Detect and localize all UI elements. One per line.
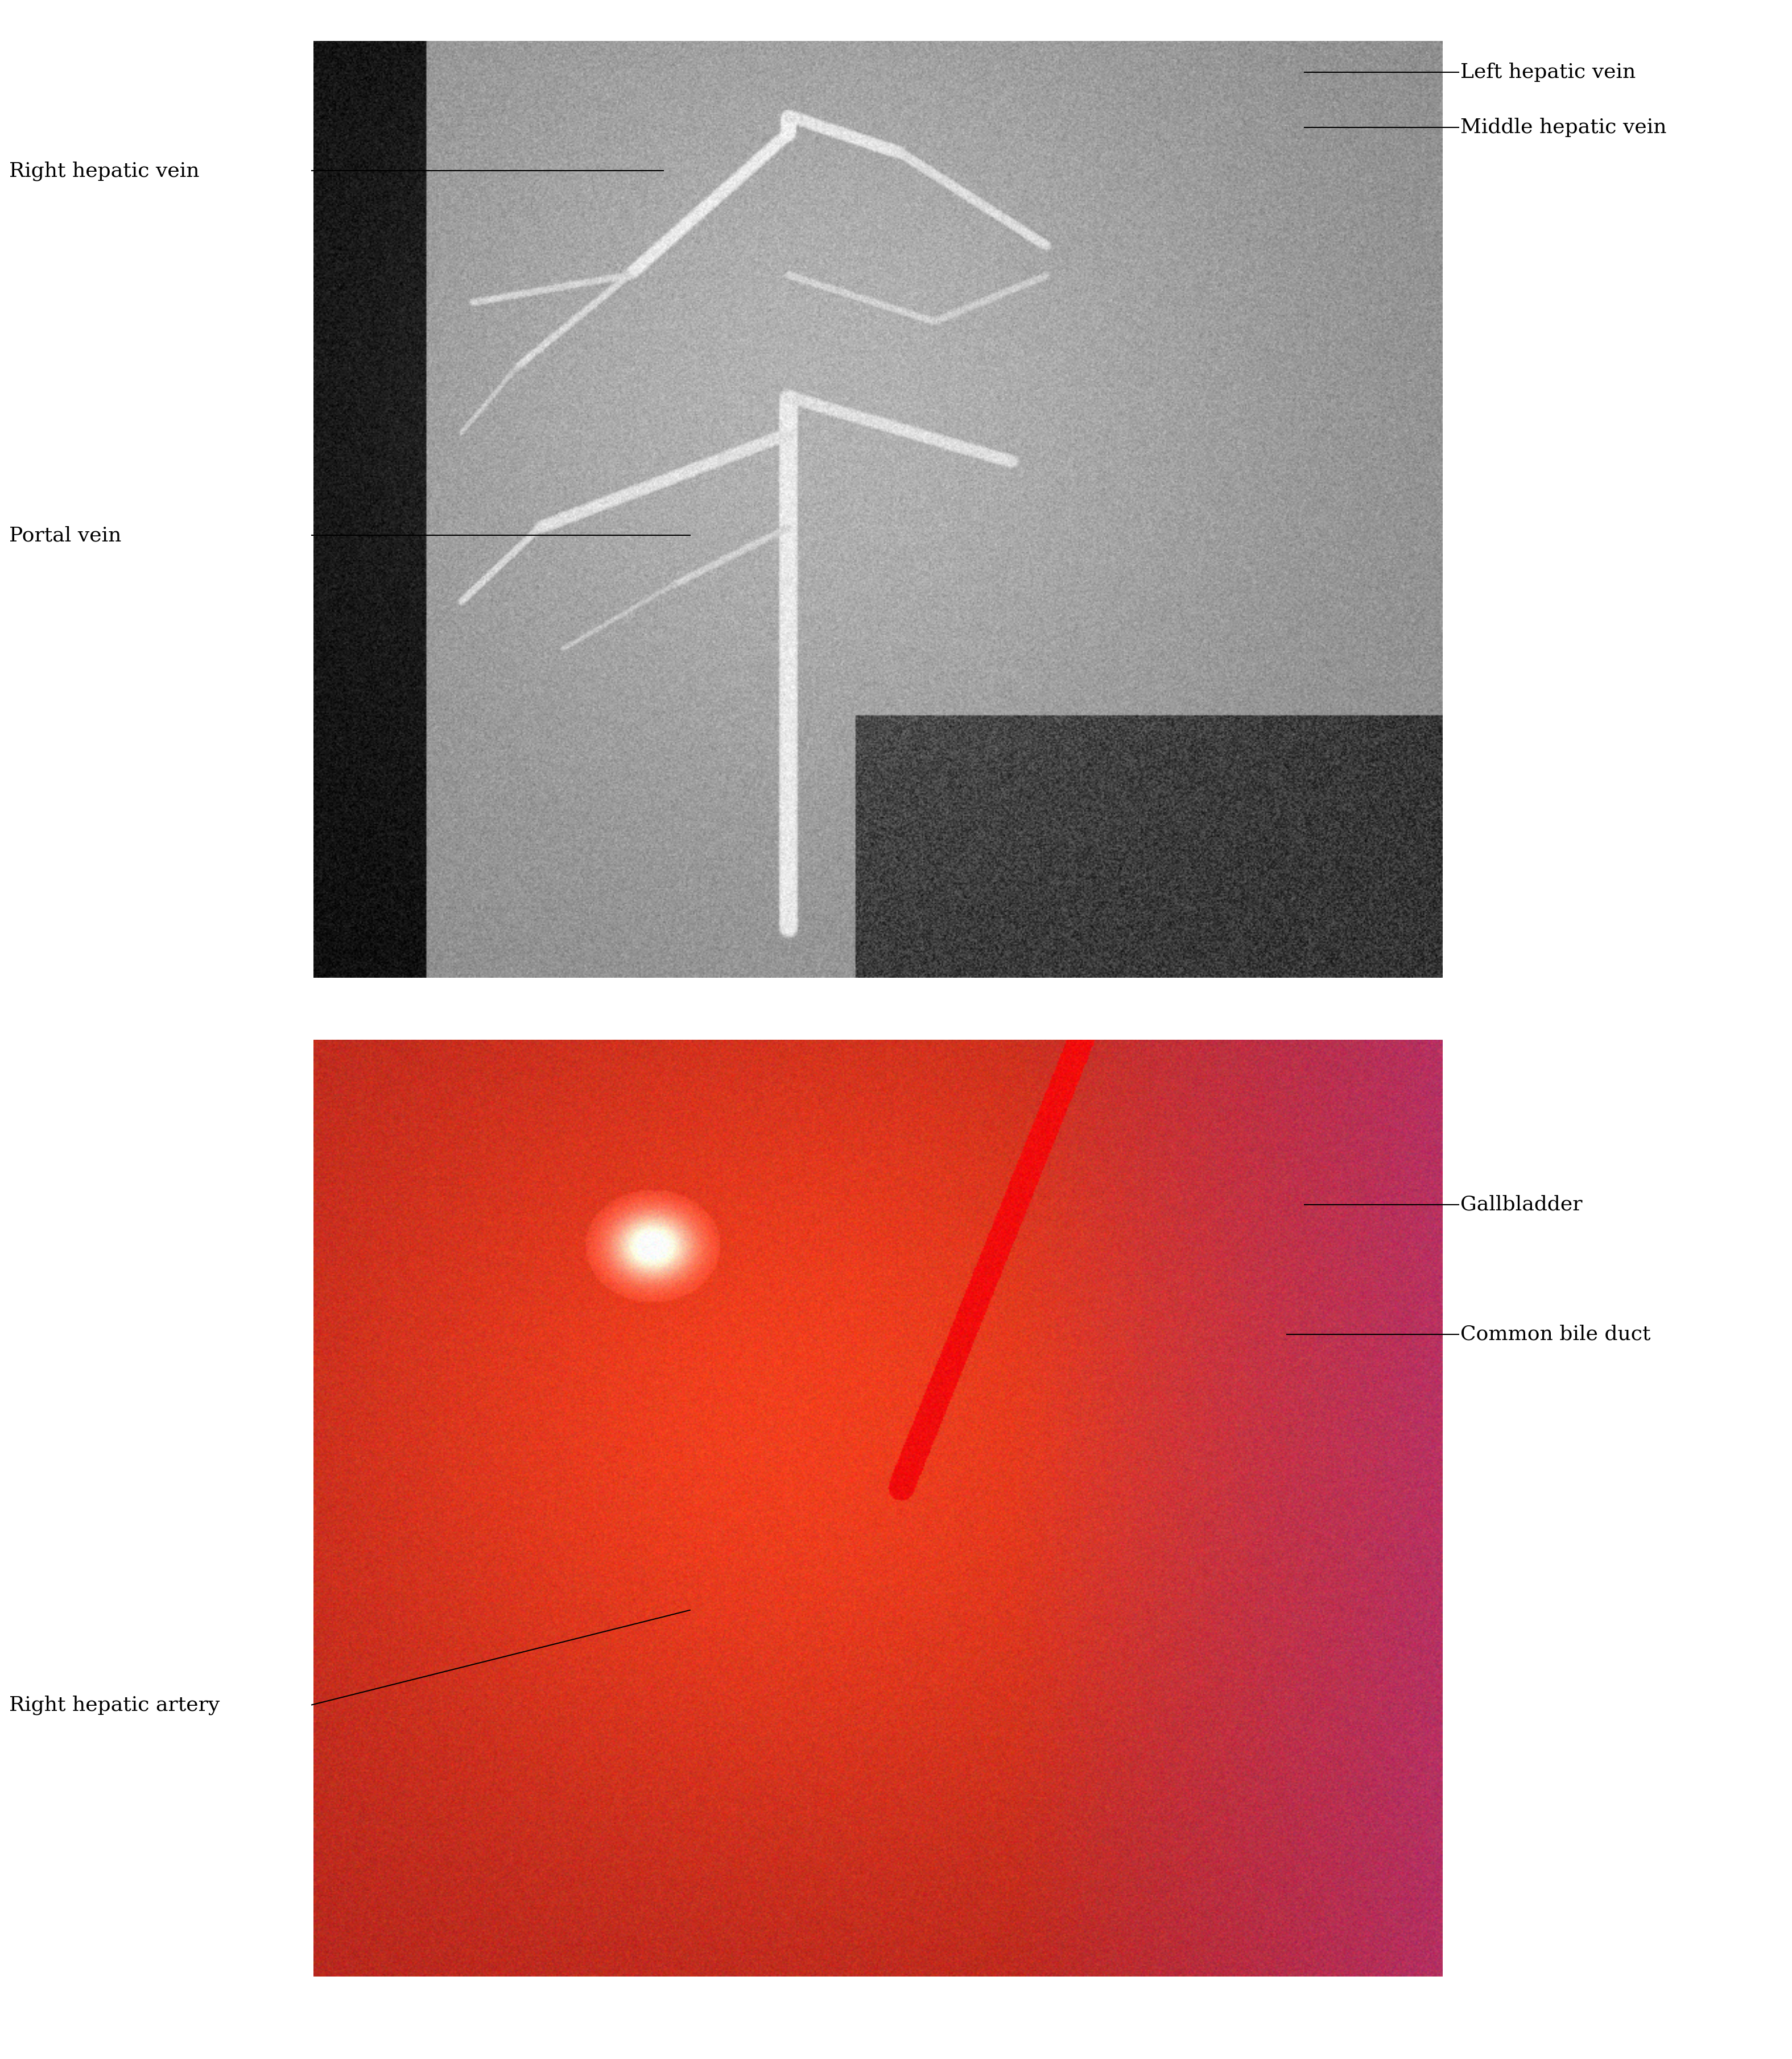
- Text: Common bile duct: Common bile duct: [1460, 1324, 1650, 1345]
- Text: Right hepatic vein: Right hepatic vein: [9, 161, 199, 181]
- Text: Gallbladder: Gallbladder: [1460, 1194, 1582, 1215]
- Text: Left hepatic vein: Left hepatic vein: [1460, 62, 1636, 82]
- Text: Middle hepatic vein: Middle hepatic vein: [1460, 117, 1667, 138]
- Text: Portal vein: Portal vein: [9, 525, 122, 546]
- Text: Right hepatic artery: Right hepatic artery: [9, 1695, 220, 1715]
